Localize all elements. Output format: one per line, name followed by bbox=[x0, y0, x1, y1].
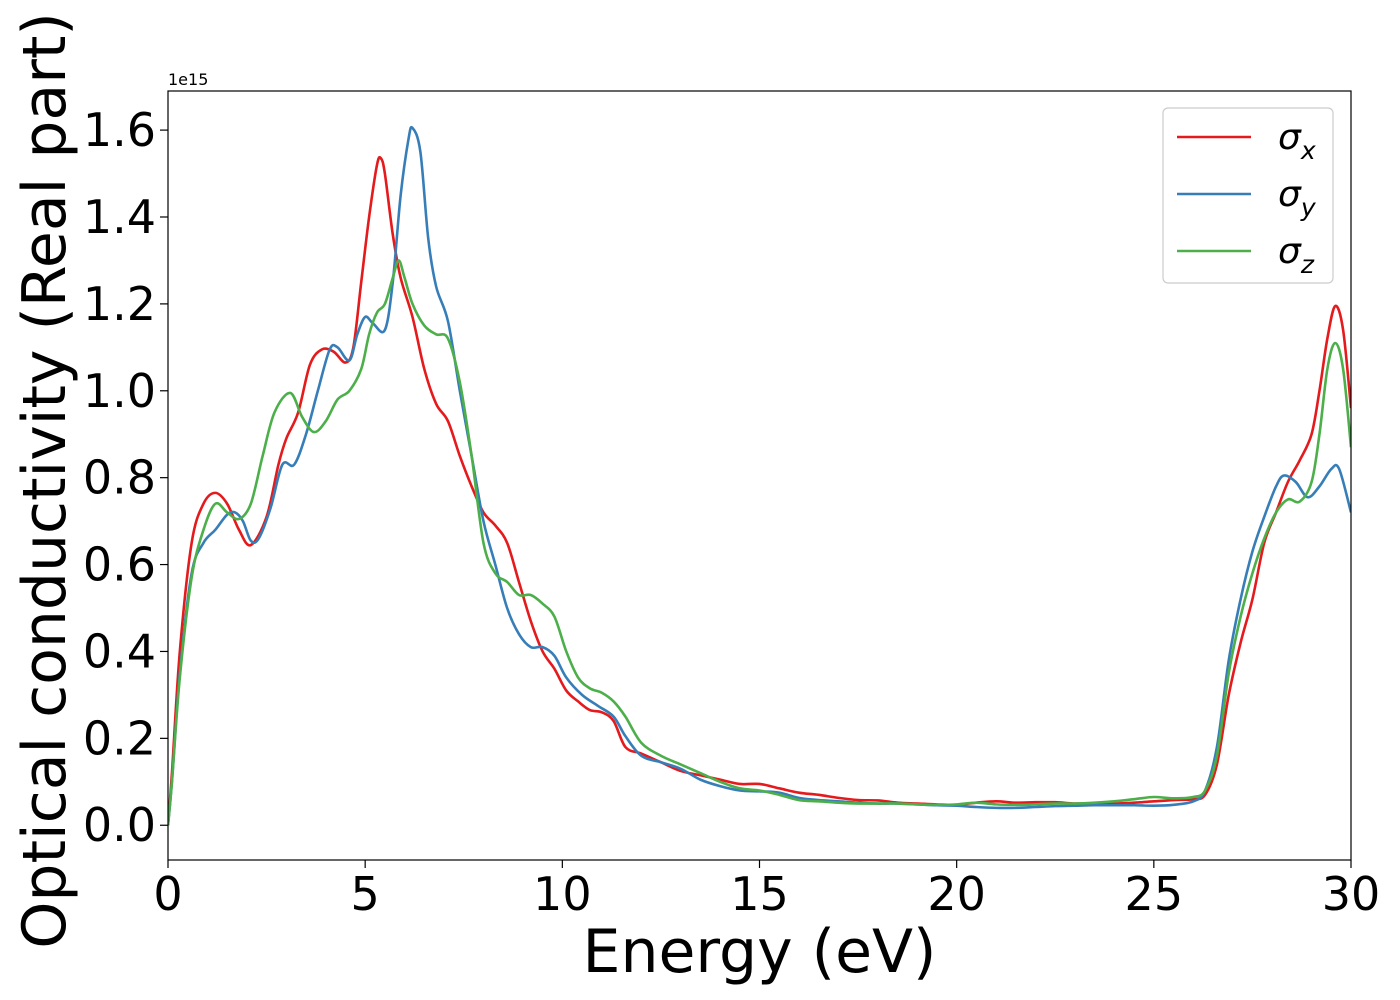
x-axis-label: Energy (eV) bbox=[583, 917, 937, 987]
y-tick-label: 1.4 bbox=[83, 190, 156, 244]
x-tick-label: 30 bbox=[1322, 867, 1381, 921]
legend: σx σy σz bbox=[1162, 107, 1334, 284]
x-tick-label: 0 bbox=[153, 867, 182, 921]
legend-box bbox=[1162, 107, 1334, 284]
x-tick-label: 15 bbox=[730, 867, 789, 921]
legend-label-z: σz bbox=[1278, 231, 1315, 279]
y-tick-label: 1.0 bbox=[83, 364, 156, 418]
x-tick-label: 25 bbox=[1125, 867, 1184, 921]
y-axis: 0.0 0.2 0.4 0.6 0.8 1.0 1.2 1.4 1.6 bbox=[83, 103, 168, 852]
y-tick-label: 1.2 bbox=[83, 277, 156, 331]
legend-label-y: σy bbox=[1278, 174, 1317, 222]
y-tick-label: 1.6 bbox=[83, 103, 156, 157]
legend-label-x: σx bbox=[1278, 117, 1316, 165]
y-tick-label: 0.8 bbox=[83, 451, 156, 505]
series-layer bbox=[168, 125, 1351, 826]
series-line-z bbox=[168, 259, 1351, 826]
x-tick-label: 10 bbox=[533, 867, 592, 921]
y-tick-label: 0.4 bbox=[83, 624, 156, 678]
x-tick-label: 5 bbox=[351, 867, 380, 921]
x-axis: 0 5 10 15 20 25 30 bbox=[153, 860, 1380, 921]
y-axis-offset-label: 1e15 bbox=[168, 70, 208, 89]
y-tick-label: 0.2 bbox=[83, 711, 156, 765]
y-axis-label: Optical conductivity (Real part) bbox=[10, 12, 80, 949]
series-line-y bbox=[168, 125, 1351, 826]
y-tick-label: 0.0 bbox=[83, 798, 156, 852]
y-tick-label: 0.6 bbox=[83, 538, 156, 592]
x-tick-label: 20 bbox=[927, 867, 986, 921]
